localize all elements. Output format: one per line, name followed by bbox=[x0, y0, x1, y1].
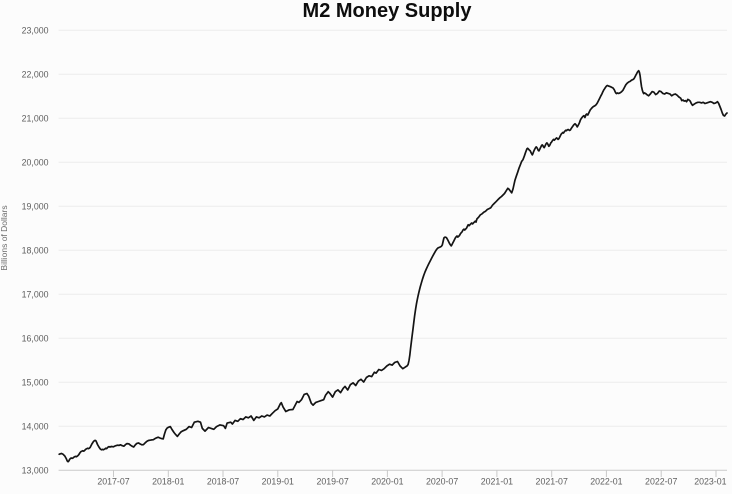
svg-text:Billions of Dollars: Billions of Dollars bbox=[0, 205, 9, 270]
svg-text:2021-07: 2021-07 bbox=[536, 477, 568, 487]
svg-text:2023-01: 2023-01 bbox=[694, 477, 726, 487]
svg-text:18,000: 18,000 bbox=[22, 246, 49, 256]
svg-text:13,000: 13,000 bbox=[22, 466, 49, 476]
svg-text:2020-01: 2020-01 bbox=[371, 477, 403, 487]
svg-text:20,000: 20,000 bbox=[22, 158, 49, 168]
svg-text:2020-07: 2020-07 bbox=[426, 477, 458, 487]
svg-text:2022-07: 2022-07 bbox=[645, 477, 677, 487]
svg-text:2021-01: 2021-01 bbox=[481, 477, 513, 487]
svg-text:2019-01: 2019-01 bbox=[262, 477, 294, 487]
svg-text:15,000: 15,000 bbox=[22, 378, 49, 388]
svg-text:21,000: 21,000 bbox=[22, 114, 49, 124]
svg-text:2019-07: 2019-07 bbox=[316, 477, 348, 487]
svg-text:2022-01: 2022-01 bbox=[590, 477, 622, 487]
svg-text:2018-01: 2018-01 bbox=[152, 477, 184, 487]
svg-text:14,000: 14,000 bbox=[22, 422, 49, 432]
svg-text:16,000: 16,000 bbox=[22, 334, 49, 344]
svg-text:M2 Money Supply: M2 Money Supply bbox=[303, 0, 473, 22]
svg-text:22,000: 22,000 bbox=[22, 70, 49, 80]
svg-text:2018-07: 2018-07 bbox=[207, 477, 239, 487]
svg-text:23,000: 23,000 bbox=[22, 26, 49, 36]
svg-text:2017-07: 2017-07 bbox=[97, 477, 129, 487]
svg-text:17,000: 17,000 bbox=[22, 290, 49, 300]
svg-text:19,000: 19,000 bbox=[22, 202, 49, 212]
